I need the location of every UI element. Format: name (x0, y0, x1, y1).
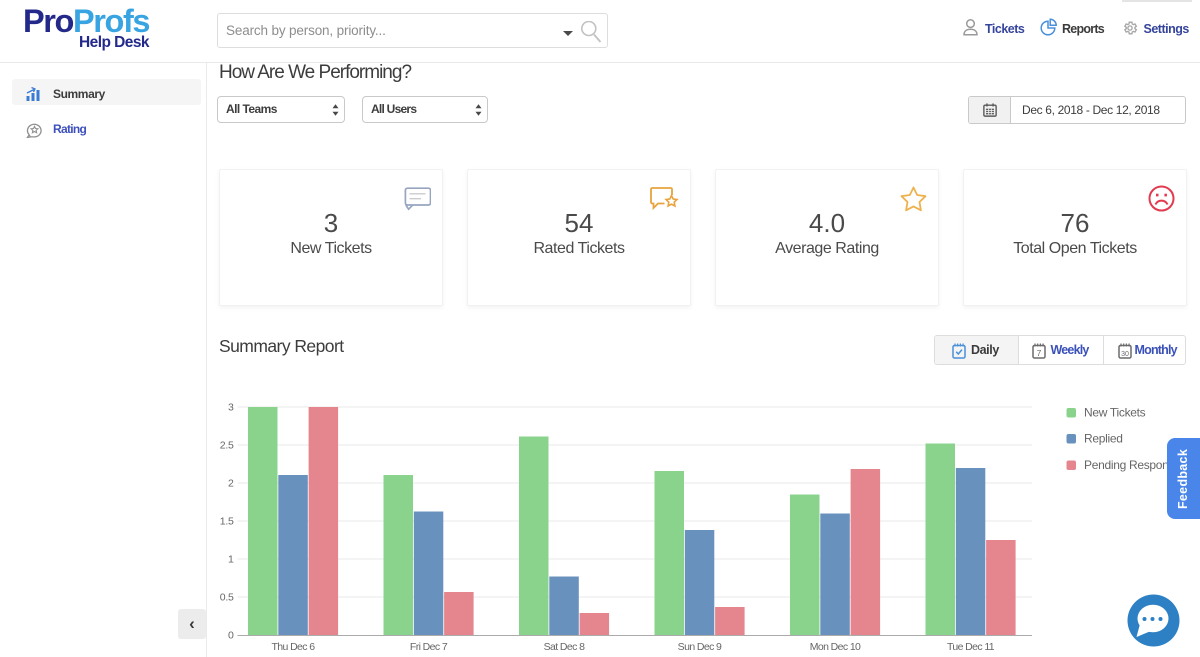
svg-text:0: 0 (228, 630, 234, 642)
svg-text:2: 2 (228, 478, 234, 490)
svg-text:Thu Dec 6: Thu Dec 6 (271, 641, 315, 653)
svg-text:1.5: 1.5 (220, 516, 234, 528)
svg-text:Pending Response: Pending Response (1084, 458, 1181, 472)
svg-text:Replied: Replied (1084, 432, 1123, 446)
svg-text:Tue Dec 11: Tue Dec 11 (947, 641, 995, 653)
svg-text:Sat Dec 8: Sat Dec 8 (544, 641, 585, 653)
svg-text:Mon Dec 10: Mon Dec 10 (810, 641, 861, 653)
svg-text:30: 30 (1121, 351, 1129, 358)
svg-text:Fri Dec 7: Fri Dec 7 (410, 641, 448, 653)
svg-text:0.5: 0.5 (220, 592, 234, 604)
svg-text:2.5: 2.5 (220, 440, 234, 452)
svg-text:3: 3 (228, 402, 234, 414)
svg-text:7: 7 (1037, 348, 1042, 358)
svg-text:New Tickets: New Tickets (1084, 406, 1146, 420)
svg-text:1: 1 (228, 554, 234, 566)
svg-text:Sun Dec 9: Sun Dec 9 (678, 641, 722, 653)
